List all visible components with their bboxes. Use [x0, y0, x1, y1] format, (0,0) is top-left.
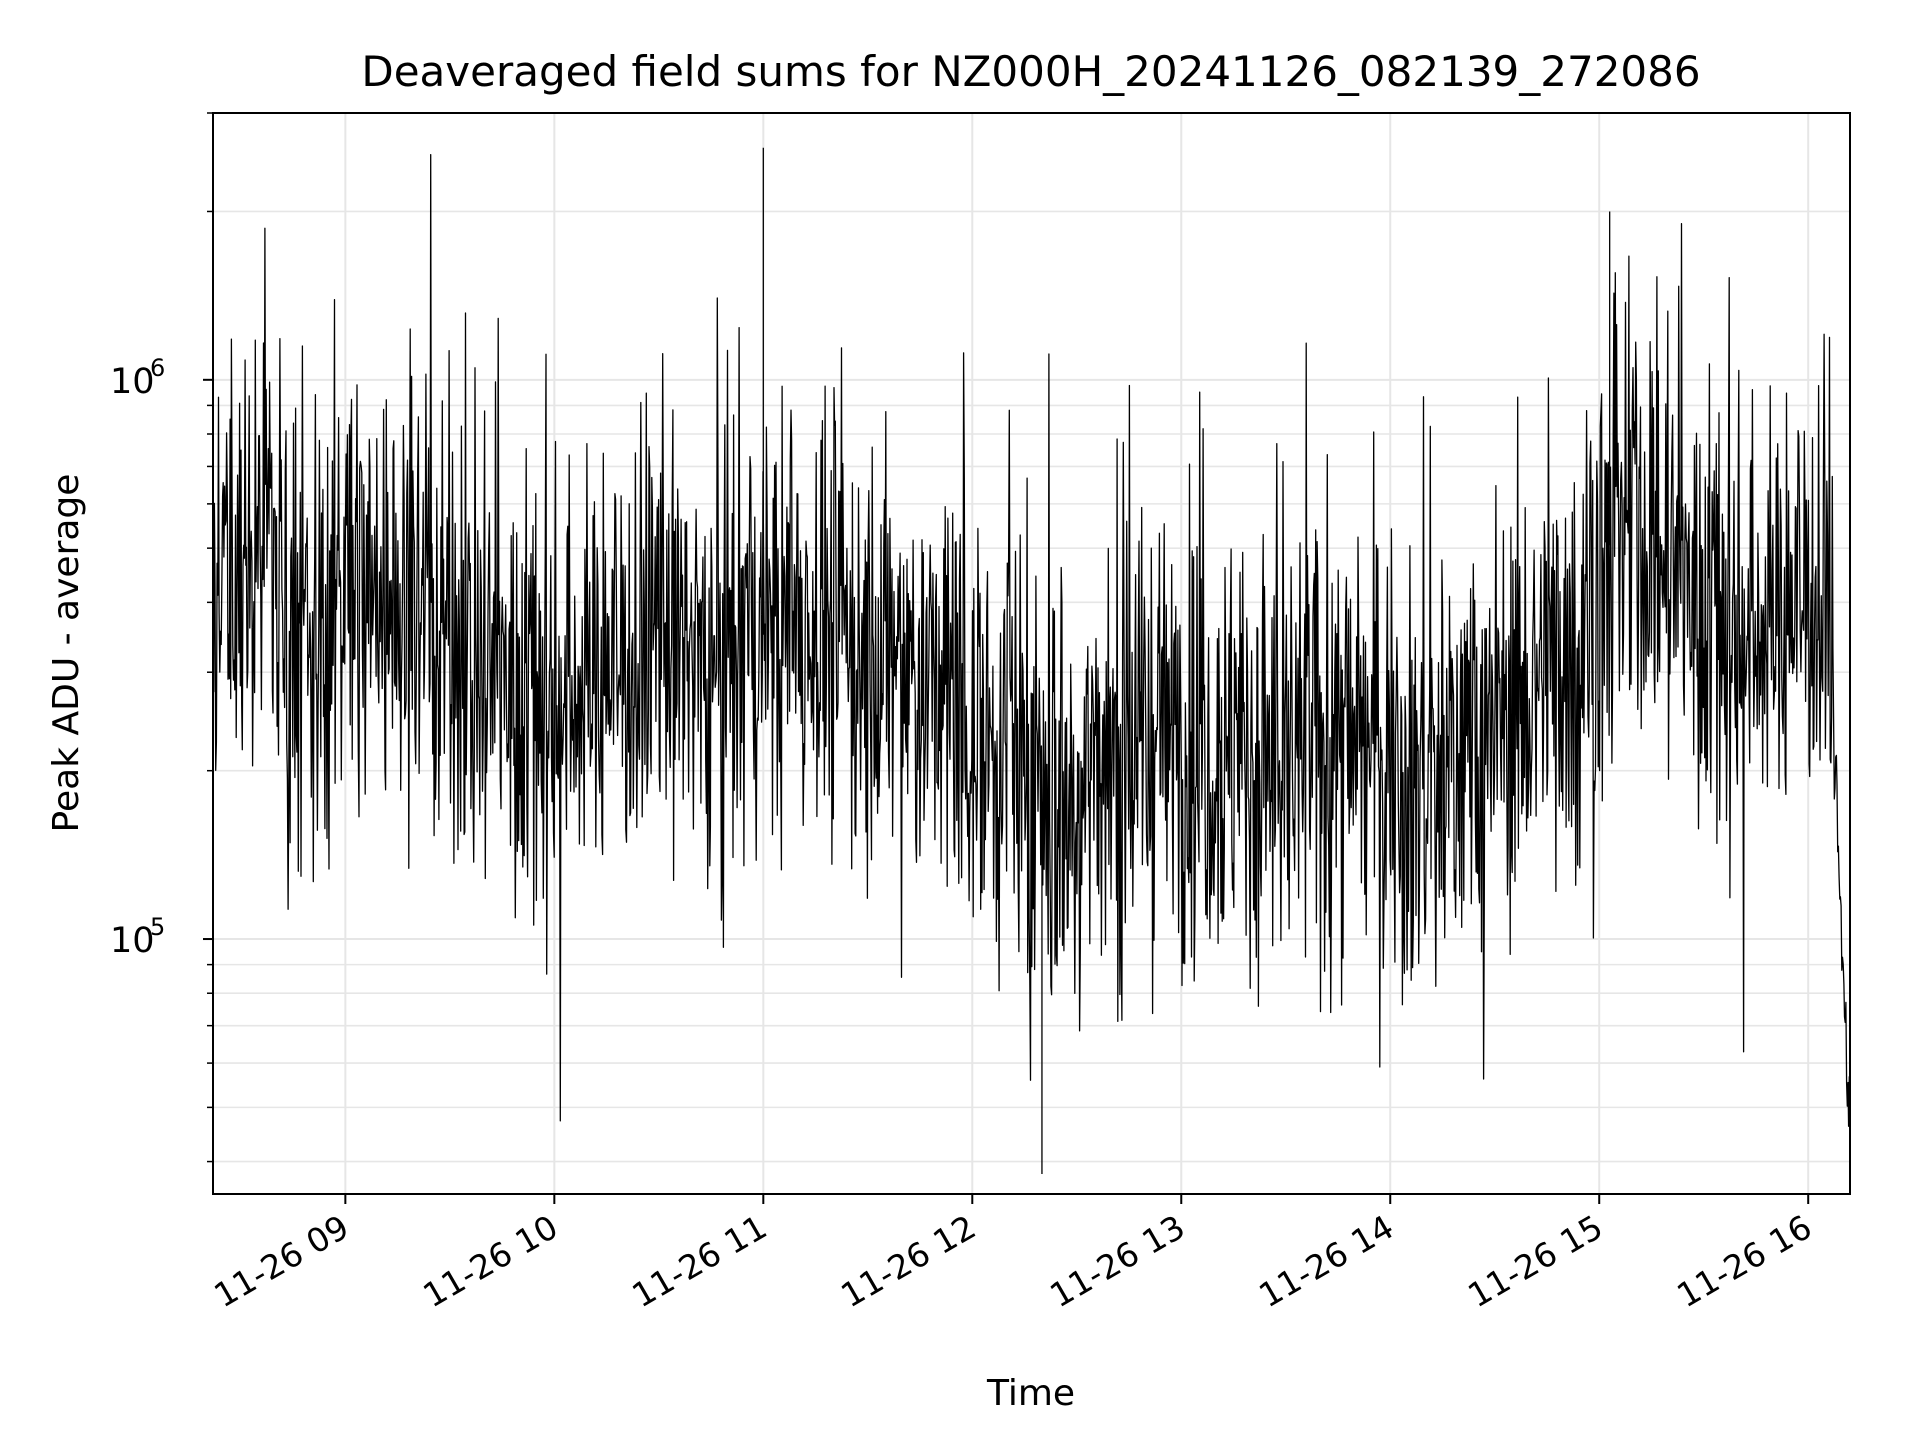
y-tick-label: 105 — [110, 913, 165, 961]
y-axis-label: Peak ADU - average — [46, 474, 87, 833]
plot-area — [212, 147, 1851, 1178]
chart-title: Deaveraged field sums for NZ000H_2024112… — [361, 47, 1700, 96]
series-line — [212, 153, 1851, 1178]
axes-frame — [212, 112, 1851, 1195]
x-axis-label: Time — [986, 1373, 1075, 1414]
y-tick-label: 106 — [110, 354, 165, 402]
y-axis: 105 106 — [110, 112, 213, 1163]
